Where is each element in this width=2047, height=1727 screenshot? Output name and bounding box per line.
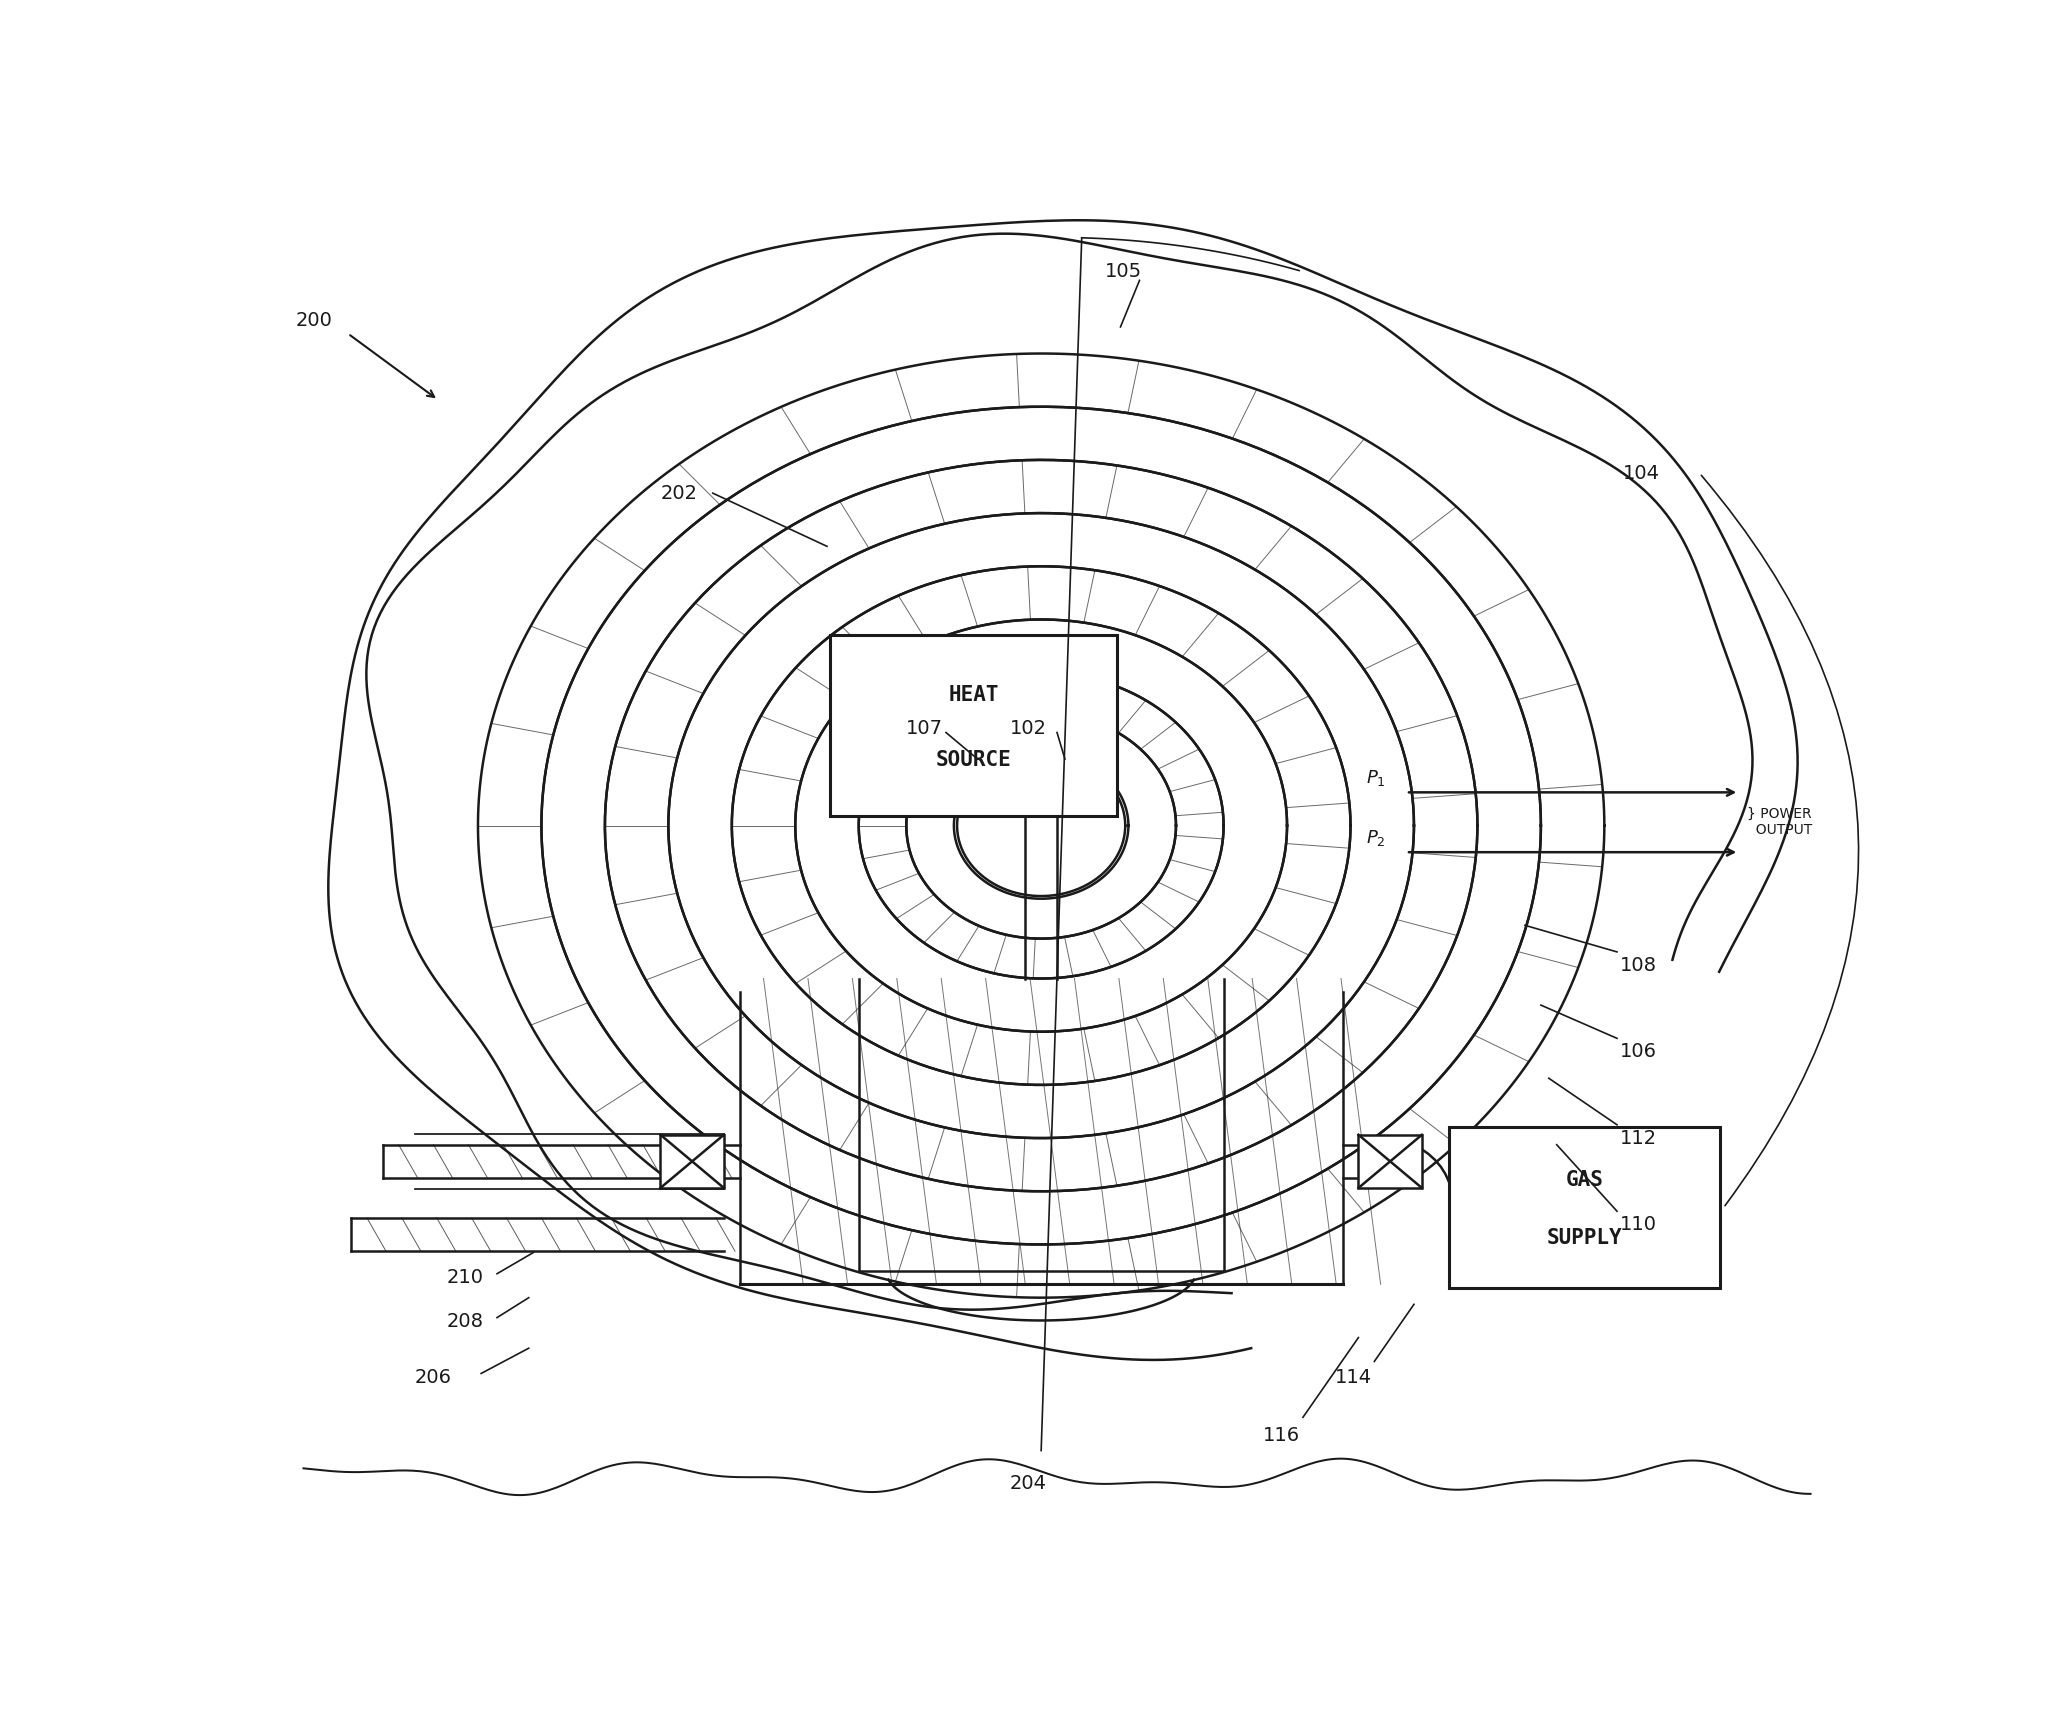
Text: 107: 107 [907,718,944,737]
Text: SOURCE: SOURCE [935,751,1011,770]
Text: 202: 202 [661,484,698,503]
Text: 112: 112 [1621,1128,1658,1148]
Text: 206: 206 [413,1368,452,1387]
Text: 200: 200 [295,311,332,330]
Text: 102: 102 [1009,718,1046,737]
Text: $P_2$: $P_2$ [1367,827,1386,848]
Text: HEAT: HEAT [948,684,999,705]
Bar [1359,1135,1423,1188]
Text: GAS: GAS [1566,1171,1603,1190]
Text: 106: 106 [1621,1041,1658,1060]
Text: 108: 108 [1621,955,1658,974]
Text: 114: 114 [1335,1368,1371,1387]
Text: 104: 104 [1623,463,1660,484]
Text: 116: 116 [1263,1427,1300,1445]
FancyBboxPatch shape [831,636,1118,817]
Text: 210: 210 [446,1268,483,1287]
Text: } POWER
  OUTPUT: } POWER OUTPUT [1748,807,1812,838]
Text: 105: 105 [1105,261,1142,280]
FancyBboxPatch shape [1449,1128,1719,1288]
Text: 208: 208 [446,1313,483,1332]
Text: $P_1$: $P_1$ [1367,769,1386,788]
Bar [661,1135,725,1188]
Text: 110: 110 [1621,1216,1658,1235]
Text: SUPPLY: SUPPLY [1548,1228,1623,1249]
Text: 204: 204 [1009,1475,1046,1494]
